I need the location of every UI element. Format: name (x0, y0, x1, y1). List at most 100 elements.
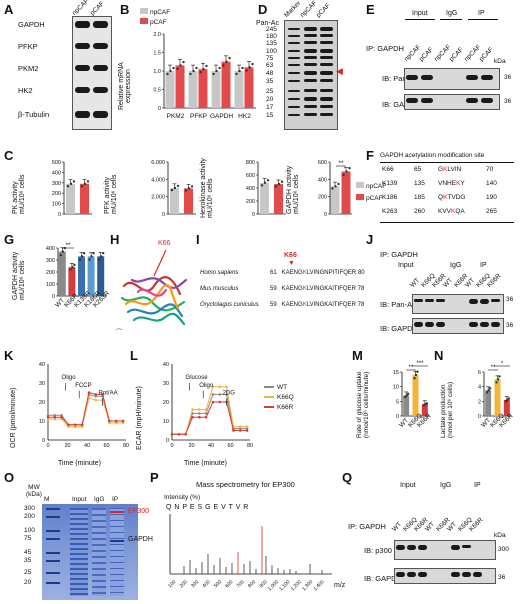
data-point (46, 414, 50, 417)
o-marker-label: 75 (24, 535, 32, 542)
o-marker-band (46, 516, 60, 518)
panel-label-f: F (366, 148, 374, 163)
bar (494, 379, 501, 416)
panel-label-o: O (4, 470, 15, 485)
d-lane-band (320, 56, 333, 59)
data-point (108, 419, 111, 423)
c-hk-chart: 0 200 400 600 800 (246, 160, 286, 218)
data-point (66, 185, 70, 188)
data-point (277, 182, 281, 186)
j-band (480, 299, 489, 304)
y-tick-label: 0 (42, 438, 45, 444)
data-point (100, 255, 103, 258)
data-point (74, 423, 77, 427)
q-mw-1: 300 (498, 546, 509, 553)
bar (274, 184, 283, 214)
o-marker-label: 200 (24, 513, 35, 520)
o-col-label: IgG (94, 496, 105, 503)
d-marker-band (288, 98, 300, 100)
d-marker-label: 75 (266, 55, 274, 62)
d-marker-label: 135 (266, 40, 277, 47)
data-point (80, 425, 84, 428)
data-point (198, 415, 201, 419)
e-kda: kDa (494, 58, 506, 65)
m-ylabel: Rate of glucose uptake (nmol/10⁶ cells/m… (356, 371, 370, 439)
data-point (342, 173, 345, 177)
y-tick-label: 600 (246, 173, 255, 179)
panel-label-d: D (258, 2, 268, 17)
x-tick-label: 40 (208, 443, 214, 449)
data-point (184, 433, 187, 436)
d-lane-band (304, 89, 317, 92)
f-start: 260 (414, 208, 425, 215)
data-point (245, 427, 249, 430)
data-point (94, 393, 98, 396)
x-tick-label: 1,200 (290, 579, 303, 592)
bar (97, 256, 105, 296)
y-tick-label: 0.5 (153, 88, 161, 94)
data-point (60, 415, 63, 419)
f-site: K263 (382, 208, 398, 215)
y-tick-label: 200 (246, 199, 255, 205)
series-line (48, 391, 124, 426)
o-marker-band (46, 538, 60, 540)
data-point (345, 170, 348, 173)
j-band (491, 299, 500, 302)
bar (184, 188, 193, 214)
data-point (173, 186, 177, 190)
a-row-hk2: HK2 (18, 86, 33, 95)
x-tick-label: 500 (213, 579, 223, 589)
e-band (466, 75, 478, 80)
d-lane-band (320, 71, 333, 75)
j-band (414, 322, 423, 327)
e-band (421, 98, 433, 103)
y-tick-label: 0 (478, 414, 481, 420)
x-tick-label: 1,000 (267, 579, 280, 592)
y-tick-label: 400 (46, 246, 55, 252)
d-lane-band (304, 63, 317, 66)
e-band (481, 98, 493, 103)
data-point (218, 400, 222, 404)
f-site: K139 (382, 180, 398, 187)
c-gapdh-chart: 0 200 400 600 ** (318, 160, 352, 218)
y-tick-label: 200 (52, 191, 61, 197)
d-marker-band (288, 28, 300, 30)
data-point (88, 258, 91, 261)
e-band (466, 98, 478, 103)
data-point (235, 72, 238, 76)
d-marker-label: 35 (266, 78, 274, 85)
i-align-row: Oryctolagus cuniculus 59 KAENGKLVINGKAITI… (200, 302, 365, 308)
e-band (481, 75, 493, 80)
b-chart: 0 0.5 1.0 1.5 2.0 PKM2 PFKP GAPDH HK2 (153, 32, 256, 120)
q-row-p300: IB: p300 (364, 546, 392, 555)
f-seq: QKTVDG (438, 194, 466, 201)
x-tick-label: 200 (179, 579, 189, 589)
data-point (238, 69, 241, 73)
data-point (182, 60, 185, 64)
data-point (192, 69, 195, 73)
g-chart: 0 100 200 300 400 ** (46, 242, 106, 300)
e-ip-label: IP: GAPDH (366, 44, 404, 53)
y-tick-label: 40 (163, 362, 169, 368)
data-point (94, 398, 98, 402)
y-tick-label: 10 (163, 419, 169, 425)
l-legend-item: WT (264, 384, 287, 391)
d-marker-band (288, 114, 300, 116)
l-chart: 0 10 20 30 40 0 20 40 60 80 Glucose Oligo 2DG (163, 362, 253, 449)
d-lane-band (320, 105, 333, 108)
o-marker-band (46, 582, 60, 584)
data-point (215, 69, 218, 73)
l-legend-item: K66Q (264, 394, 294, 401)
x-tick-label: 60 (103, 443, 109, 449)
panel-label-a: A (4, 2, 14, 17)
j-group-ip: IP (480, 262, 487, 269)
p-seq: Q N P E S G E V T V R (166, 504, 249, 511)
data-point (248, 66, 251, 69)
o-marker-label: 25 (24, 569, 32, 576)
bar (211, 71, 221, 108)
panel-label-j: J (366, 232, 374, 247)
o-marker-band (46, 560, 60, 562)
data-point (114, 421, 118, 425)
x-tick-label: 20 (188, 443, 194, 449)
data-point (204, 412, 208, 415)
